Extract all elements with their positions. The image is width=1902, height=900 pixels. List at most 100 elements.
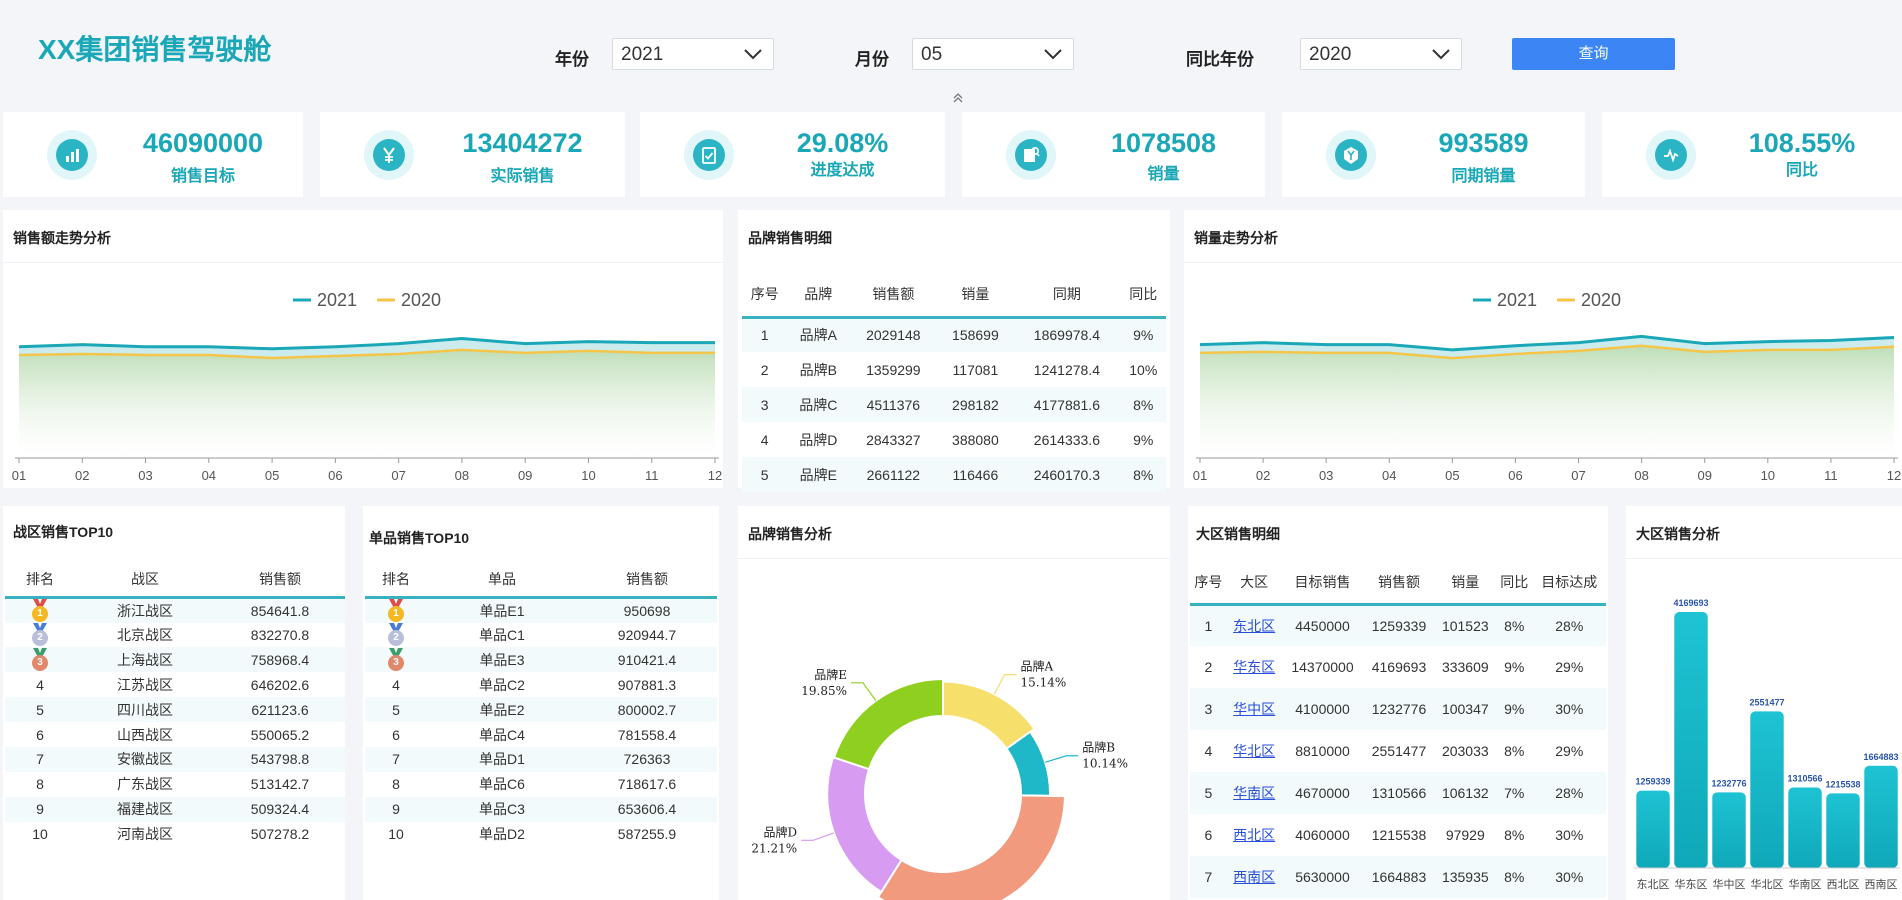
col-header: 排名 bbox=[5, 562, 75, 599]
rank-cell: 5 bbox=[365, 697, 427, 723]
table-row: 3 品牌C 4511376 298182 4177881.6 8% bbox=[742, 387, 1166, 422]
month-select[interactable]: 05 bbox=[912, 38, 1074, 70]
legend-label: 2020 bbox=[1581, 290, 1621, 310]
cell: 106132 bbox=[1434, 772, 1496, 814]
rank-cell: 8 bbox=[365, 772, 427, 797]
region-link[interactable]: 西南区 bbox=[1233, 869, 1276, 885]
cell: 621123.6 bbox=[215, 697, 345, 723]
table-row: 10 单品D2 587255.9 bbox=[365, 822, 717, 847]
cell: 品牌E bbox=[787, 457, 850, 492]
table-row: 3 上海战区 758968.4 bbox=[5, 647, 345, 673]
bar bbox=[1864, 765, 1898, 868]
kpi-label: 实际销售 bbox=[490, 168, 555, 185]
rank: 5 bbox=[36, 701, 44, 718]
compare-year-select[interactable]: 2020 bbox=[1300, 38, 1462, 70]
kpi-label: 同比 bbox=[1785, 162, 1818, 179]
cell: 4450000 bbox=[1281, 604, 1364, 646]
x-tick-label: 12 bbox=[708, 468, 722, 483]
cell: 8% bbox=[1504, 827, 1525, 843]
kpi-card-prior-volume: 993589 同期销量 bbox=[1282, 112, 1585, 197]
x-tick-label: 04 bbox=[1382, 468, 1396, 483]
cell: 2843327 bbox=[866, 431, 921, 448]
table-row: 7 安徽战区 543798.8 bbox=[5, 746, 345, 772]
zone-top10-table: 排名 战区 销售额 1 浙江战区 854641.8 2 北京战区 832270.8 3 上海战… bbox=[5, 562, 345, 847]
rank: 9 bbox=[392, 801, 400, 818]
legend-label: 2021 bbox=[317, 290, 357, 310]
rank: 6 bbox=[392, 726, 400, 743]
x-tick-label: 10 bbox=[1761, 468, 1775, 483]
col-header: 单品 bbox=[427, 562, 577, 599]
sales-trend-chart: 01 02 03 04 05 06 07 08 09 10 11 12 2021 2020 bbox=[12, 290, 722, 483]
table-row: 1 浙江战区 854641.8 bbox=[5, 597, 345, 623]
cell: 117081 bbox=[952, 361, 999, 378]
table-row: 6 单品C4 781558.4 bbox=[365, 722, 717, 747]
pie-leader-line bbox=[1045, 755, 1079, 763]
medal-icon: 2 bbox=[386, 622, 406, 647]
cell: 4511376 bbox=[849, 387, 938, 422]
year-select[interactable]: 2021 bbox=[612, 38, 774, 70]
medal-icon: 3 bbox=[386, 647, 406, 672]
cell: 2460170.3 bbox=[1013, 457, 1121, 492]
region-cell: 西南区 bbox=[1226, 856, 1282, 898]
table-row: 4 单品C2 907881.3 bbox=[365, 672, 717, 697]
cell: 1 bbox=[742, 317, 788, 352]
bar bbox=[1712, 792, 1746, 868]
series-area-2020 bbox=[1200, 345, 1894, 458]
month-select-value: 05 bbox=[921, 44, 943, 65]
cell: 9% bbox=[1120, 317, 1166, 352]
rank-cell: 9 bbox=[5, 796, 75, 822]
cell: 4670000 bbox=[1281, 772, 1364, 814]
panel-title: 大区销售明细 bbox=[1196, 526, 1280, 542]
header: XX集团销售驾驶舱 年份 2021 月份 05 同比年份 2020 查询 bbox=[0, 0, 1902, 103]
cell: 509324.4 bbox=[215, 796, 345, 822]
rank-cell: 5 bbox=[5, 697, 75, 723]
region-link[interactable]: 华中区 bbox=[1233, 701, 1276, 717]
rank-cell: 1 bbox=[5, 597, 75, 623]
rank-cell: 3 bbox=[365, 647, 427, 673]
x-tick-label: 04 bbox=[202, 468, 216, 483]
rank-cell: 7 bbox=[365, 746, 427, 772]
bar-value-label: 1215538 bbox=[1825, 779, 1860, 789]
cell: 上海战区 bbox=[75, 647, 215, 673]
table-row: 2 北京战区 832270.8 bbox=[5, 622, 345, 648]
table-row: 10 河南战区 507278.2 bbox=[5, 822, 345, 847]
rank: 10 bbox=[388, 826, 404, 843]
cell: 135935 bbox=[1434, 856, 1496, 898]
medal-icon: 1 bbox=[386, 598, 406, 623]
bar-value-label: 1310566 bbox=[1787, 774, 1822, 784]
cell: 单品E3 bbox=[427, 647, 577, 673]
rank-cell: 3 bbox=[5, 647, 75, 673]
table-row: 3 华中区 4100000 1232776 100347 9% 30% bbox=[1190, 688, 1606, 730]
kpi-value: 46090000 bbox=[142, 128, 264, 158]
cell: 507278.2 bbox=[250, 826, 310, 843]
region-link[interactable]: 华南区 bbox=[1233, 785, 1276, 801]
region-link[interactable]: 华东区 bbox=[1233, 659, 1276, 675]
chevron-down-icon bbox=[1432, 49, 1450, 60]
col-header: 同比 bbox=[1120, 272, 1166, 319]
region-link[interactable]: 东北区 bbox=[1233, 617, 1276, 634]
cell: 854641.8 bbox=[215, 597, 345, 623]
cell: 8810000 bbox=[1295, 743, 1350, 759]
bar bbox=[1674, 612, 1708, 868]
cell: 单品E2 bbox=[427, 697, 577, 723]
region-link[interactable]: 西北区 bbox=[1233, 827, 1276, 843]
cell: 781558.4 bbox=[617, 726, 677, 743]
cell: 7% bbox=[1495, 772, 1533, 814]
region-link[interactable]: 华北区 bbox=[1233, 743, 1276, 759]
table-row: 3 单品E3 910421.4 bbox=[365, 647, 717, 673]
col-header: 销量 bbox=[1434, 562, 1496, 606]
query-button[interactable]: 查询 bbox=[1512, 38, 1675, 70]
pie-leader-line bbox=[993, 673, 1017, 695]
table-row: 8 单品C6 718617.6 bbox=[365, 772, 717, 797]
cell: 品牌D bbox=[799, 431, 838, 448]
collapse-chevron-icon[interactable] bbox=[950, 92, 966, 104]
cell: 8% bbox=[1495, 604, 1533, 646]
x-tick-label: 09 bbox=[1697, 468, 1711, 483]
chevron-down-icon bbox=[744, 49, 762, 60]
pie-slice bbox=[826, 755, 903, 894]
series-line-2020 bbox=[18, 348, 715, 360]
cell: 718617.6 bbox=[617, 776, 677, 793]
col-header: 同比 bbox=[1495, 562, 1533, 606]
pie-leader-line bbox=[801, 832, 835, 841]
cell: 28% bbox=[1532, 772, 1606, 814]
